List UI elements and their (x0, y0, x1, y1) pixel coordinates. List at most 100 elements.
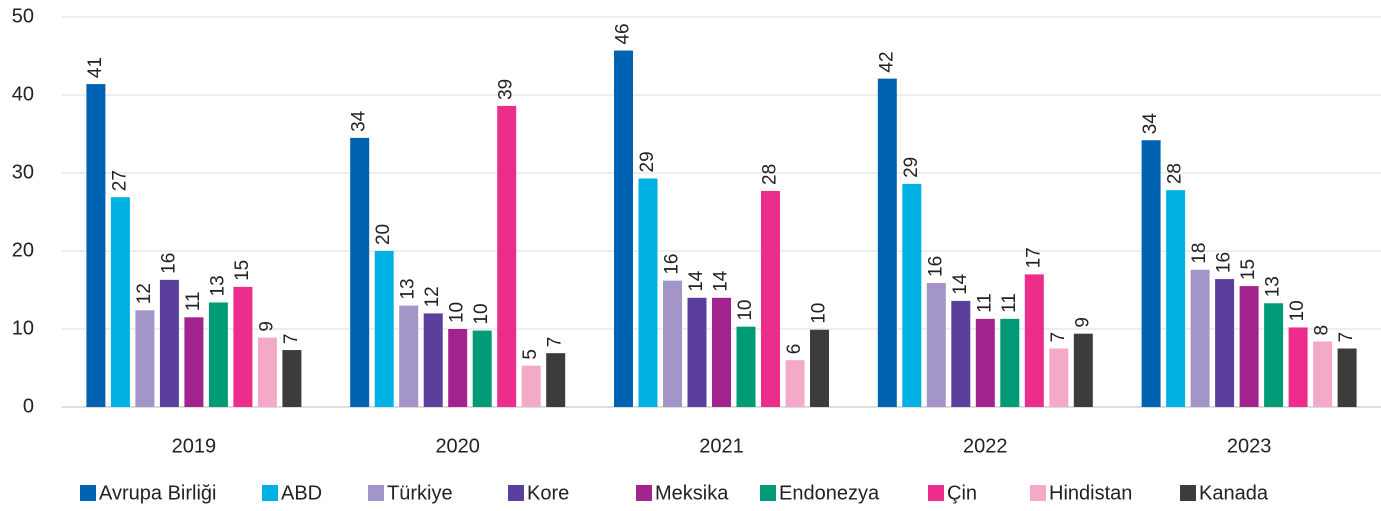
bar (785, 360, 805, 407)
bar (1337, 348, 1357, 407)
value-label: 46 (613, 23, 634, 44)
x-tick-label: 2022 (963, 435, 1008, 457)
value-label: 13 (207, 275, 228, 296)
bar (110, 197, 130, 407)
y-tick-label: 0 (23, 395, 34, 417)
bar (350, 137, 370, 407)
bar (257, 337, 277, 407)
x-tick-label: 2021 (699, 435, 744, 457)
value-label: 12 (134, 283, 155, 304)
value-label: 10 (447, 302, 468, 323)
legend-swatch (368, 485, 384, 501)
bar (399, 305, 419, 407)
value-label: 16 (158, 253, 179, 274)
value-label: 10 (471, 303, 492, 324)
x-tick-label: 2023 (1227, 435, 1272, 457)
bar (423, 313, 443, 407)
bar (1024, 274, 1044, 407)
y-tick-label: 50 (12, 5, 34, 27)
bar (687, 297, 707, 407)
legend-swatch (508, 485, 524, 501)
bar (926, 282, 946, 407)
value-label: 29 (901, 157, 922, 178)
y-tick-label: 30 (12, 161, 34, 183)
bar (282, 350, 302, 407)
legend-swatch (760, 485, 776, 501)
value-label: 15 (232, 260, 253, 281)
bar (1049, 348, 1069, 407)
bar (975, 318, 995, 407)
bar (1288, 327, 1308, 407)
bar (1313, 341, 1333, 407)
value-label: 28 (760, 164, 781, 185)
legend-swatch (636, 485, 652, 501)
y-tick-label: 10 (12, 317, 34, 339)
value-label: 17 (1023, 247, 1044, 268)
value-label: 13 (1263, 276, 1284, 297)
legend-label: ABD (281, 482, 322, 504)
legend-label: Hindistan (1049, 482, 1132, 504)
value-label: 16 (925, 256, 946, 277)
x-tick-label: 2020 (435, 435, 480, 457)
bar (472, 330, 492, 407)
bar (810, 329, 829, 407)
value-label: 20 (373, 224, 394, 245)
value-label: 16 (662, 253, 683, 274)
bar (1215, 279, 1235, 407)
bar (1190, 269, 1210, 407)
legend-label: Kanada (1199, 482, 1269, 504)
bar (638, 178, 658, 407)
bar (208, 302, 228, 407)
value-label: 29 (637, 151, 658, 172)
value-label: 41 (85, 57, 106, 78)
bar (1239, 286, 1259, 407)
value-label: 28 (1165, 163, 1186, 184)
value-label: 10 (735, 300, 756, 321)
bar (663, 280, 682, 407)
value-label: 34 (349, 110, 370, 132)
value-label: 6 (784, 344, 805, 355)
value-label: 42 (876, 51, 897, 72)
bar (1000, 318, 1020, 407)
bar (902, 183, 922, 407)
bar (233, 286, 253, 407)
bar (135, 310, 155, 407)
value-label: 11 (974, 293, 995, 313)
bar (761, 190, 780, 407)
bar (1073, 333, 1093, 407)
legend-label: Kore (527, 482, 569, 504)
value-label: 13 (398, 278, 419, 299)
bar (712, 297, 731, 407)
bar (497, 105, 517, 408)
value-label: 11 (183, 292, 204, 312)
value-label: 9 (1072, 317, 1093, 328)
legend-label: Endonezya (779, 482, 880, 504)
x-tick-label: 2019 (172, 435, 217, 457)
legend-swatch (262, 485, 278, 501)
bar (1264, 303, 1284, 407)
bar (951, 300, 971, 407)
value-label: 9 (256, 321, 277, 332)
value-label: 15 (1238, 259, 1259, 280)
value-label: 7 (1336, 332, 1357, 343)
value-label: 10 (809, 303, 830, 324)
bar (521, 365, 541, 407)
value-label: 8 (1312, 325, 1333, 336)
bar (1141, 140, 1161, 408)
value-label: 18 (1189, 243, 1210, 264)
legend-swatch (80, 485, 96, 501)
value-label: 14 (950, 273, 971, 295)
bar (614, 50, 633, 407)
legend-swatch (1030, 485, 1046, 501)
value-label: 10 (1287, 300, 1308, 321)
legend-label: Çin (947, 482, 977, 504)
legend-swatch (928, 485, 944, 501)
bar (374, 251, 394, 407)
y-tick-label: 20 (12, 239, 34, 261)
value-label: 16 (1214, 252, 1235, 273)
value-label: 39 (496, 79, 517, 100)
bar (877, 78, 897, 408)
bar (546, 353, 566, 407)
legend-label: Meksika (655, 482, 729, 504)
